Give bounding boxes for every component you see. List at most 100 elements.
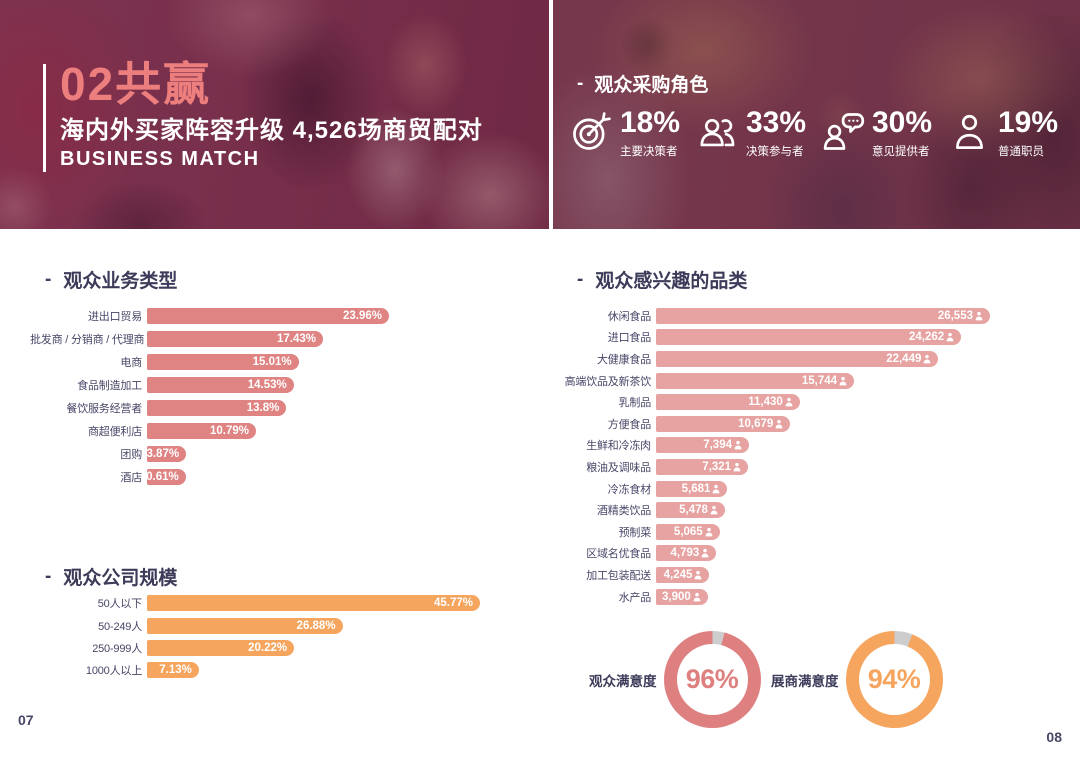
- stat-text: 33% 决策参与者: [746, 107, 806, 159]
- stat-decision-participant: 33% 决策参与者: [696, 107, 822, 159]
- bar: 17.43%: [147, 330, 324, 347]
- bar-row: 酒精类饮品 5,478: [556, 499, 990, 521]
- bar-row: 区域名优食品 4,793: [556, 543, 990, 565]
- bar: 14.53%: [147, 376, 294, 393]
- person-icon: [946, 333, 954, 342]
- bar-value-label: 7.13%: [159, 664, 192, 677]
- bar-row: 50-249人 26.88%: [30, 614, 480, 636]
- bar-value-label: 13.8%: [246, 401, 280, 414]
- bar-value-label: 15.01%: [252, 355, 292, 368]
- bar: 5,681: [656, 480, 728, 497]
- donut-label: 观众满意度: [589, 673, 657, 689]
- bar: 7,321: [656, 458, 749, 475]
- bar-category-label: 50-249人: [98, 620, 142, 633]
- stat-label: 主要决策者: [620, 145, 678, 158]
- page-number-right: 08: [1046, 729, 1062, 745]
- business-type-title-text: 观众业务类型: [63, 271, 178, 292]
- person-icon: [975, 311, 983, 321]
- buyer-role-title: - 观众采购角色: [577, 70, 708, 97]
- bar-row: 批发商 / 分销商 / 代理商 17.43%: [30, 327, 389, 350]
- bar-category-label: 乳制品: [618, 397, 652, 410]
- bar: 4,793: [656, 545, 717, 562]
- bar-value-label: 24,262: [908, 331, 945, 344]
- bar-row: 粮油及调味品 7,321: [556, 456, 990, 478]
- title-accent-line: [43, 64, 46, 172]
- bar: 15,744: [656, 372, 855, 389]
- bar-value-label: 11,430: [748, 396, 783, 409]
- person-icon: [693, 592, 701, 601]
- business-type-chart: 进出口贸易 23.96% 批发商 / 分销商 / 代理商 17.43% 电商 15.01%…: [30, 304, 389, 488]
- dash: -: [577, 72, 584, 94]
- bar-value-label: 4,245: [663, 568, 693, 581]
- person-icon: [705, 527, 713, 537]
- hero-photo-right: - 观众采购角色 18% 主要决策者: [553, 0, 1080, 229]
- bar-category-label: 休闲食品: [607, 310, 651, 323]
- bar-row: 进口食品 24,262: [556, 327, 990, 349]
- stat-value: 33%: [746, 106, 807, 139]
- bar-value-label: 3.87%: [146, 447, 180, 460]
- bar: 4,245: [656, 566, 710, 583]
- dash: -: [45, 268, 52, 290]
- bar-row: 水产品 3,900: [556, 586, 990, 608]
- stat-opinion-provider: 30% 意见提供者: [822, 107, 948, 159]
- bar: 45.77%: [147, 595, 480, 612]
- bar-value-label: 23.96%: [342, 309, 382, 322]
- bar-category-label: 粮油及调味品: [586, 461, 651, 474]
- people-group-icon: [700, 118, 735, 147]
- bar-category-label: 酒精类饮品: [597, 505, 651, 518]
- bar-row: 餐饮服务经营者 13.8%: [30, 396, 389, 419]
- stat-label: 普通职员: [998, 145, 1044, 158]
- bar-category-label: 预制菜: [618, 526, 652, 539]
- company-size-chart: 50人以下 45.77% 50-249人 26.88% 250-999人 20.22% 10…: [30, 592, 480, 682]
- bar: 3.87%: [146, 445, 187, 462]
- bar-category-label: 方便食品: [607, 418, 651, 431]
- bar-row: 团购 3.87%: [30, 442, 389, 465]
- stat-value: 30%: [872, 106, 933, 139]
- bar: 0.61%: [146, 468, 186, 485]
- bar-row: 预制菜 5,065: [556, 521, 990, 543]
- bar-category-label: 区域名优食品: [586, 548, 651, 561]
- bar-row: 250-999人 20.22%: [30, 637, 480, 659]
- bar-row: 进出口贸易 23.96%: [30, 304, 389, 327]
- person-icon: [923, 354, 931, 364]
- bar-value-label: 14.53%: [247, 378, 287, 391]
- interest-category-title-text: 观众感兴趣的品类: [595, 271, 748, 292]
- stat-primary-decision-maker: 18% 主要决策者: [570, 107, 696, 159]
- bar: 10,679: [656, 415, 791, 432]
- donut-ring: 94%: [845, 631, 943, 728]
- donut-value: 94%: [867, 664, 921, 694]
- bar-category-label: 250-999人: [92, 642, 142, 655]
- bar-category-label: 50人以下: [97, 598, 142, 611]
- bar-value-label: 22,449: [886, 352, 922, 365]
- section-number-title: 02共赢: [60, 58, 212, 110]
- bar-value-label: 26,553: [937, 309, 973, 322]
- bar: 26.88%: [147, 617, 343, 634]
- bar-row: 电商 15.01%: [30, 350, 389, 373]
- stat-text: 19% 普通职员: [998, 107, 1058, 159]
- bar-value-label: 0.61%: [146, 470, 179, 483]
- bar-category-label: 进口食品: [607, 332, 651, 345]
- bar-category-label: 大健康食品: [597, 353, 651, 366]
- visitor-satisfaction-donut: 观众满意度 96%: [589, 631, 761, 728]
- bar-category-label: 餐饮服务经营者: [66, 402, 142, 415]
- bar-value-label: 26.88%: [296, 619, 336, 632]
- person-icon: [733, 462, 741, 472]
- hero-subtitle-en: BUSINESS MATCH: [60, 148, 260, 170]
- bar-value-label: 4,793: [670, 547, 700, 560]
- donut-label: 展商满意度: [771, 673, 839, 689]
- bar-category-label: 进出口贸易: [88, 310, 142, 323]
- bar: 10.79%: [147, 422, 256, 439]
- bar: 3,900: [656, 588, 708, 605]
- bar-category-label: 水产品: [618, 591, 652, 604]
- person-icon: [694, 570, 702, 580]
- buyer-role-title-text: 观众采购角色: [594, 75, 709, 96]
- person-icon: [701, 549, 709, 558]
- bar-category-label: 商超便利店: [88, 425, 142, 438]
- dash: -: [45, 565, 52, 587]
- business-type-title: - 观众业务类型: [45, 266, 177, 293]
- person-icon: [710, 505, 718, 515]
- target-dart-icon: [573, 112, 611, 150]
- bar-row: 加工包装配送 4,245: [556, 564, 990, 586]
- person-icon: [775, 419, 783, 429]
